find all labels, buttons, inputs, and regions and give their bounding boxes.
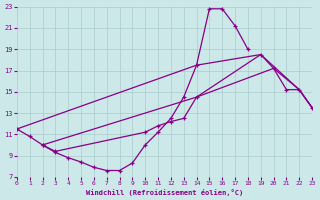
X-axis label: Windchill (Refroidissement éolien,°C): Windchill (Refroidissement éolien,°C): [86, 189, 243, 196]
